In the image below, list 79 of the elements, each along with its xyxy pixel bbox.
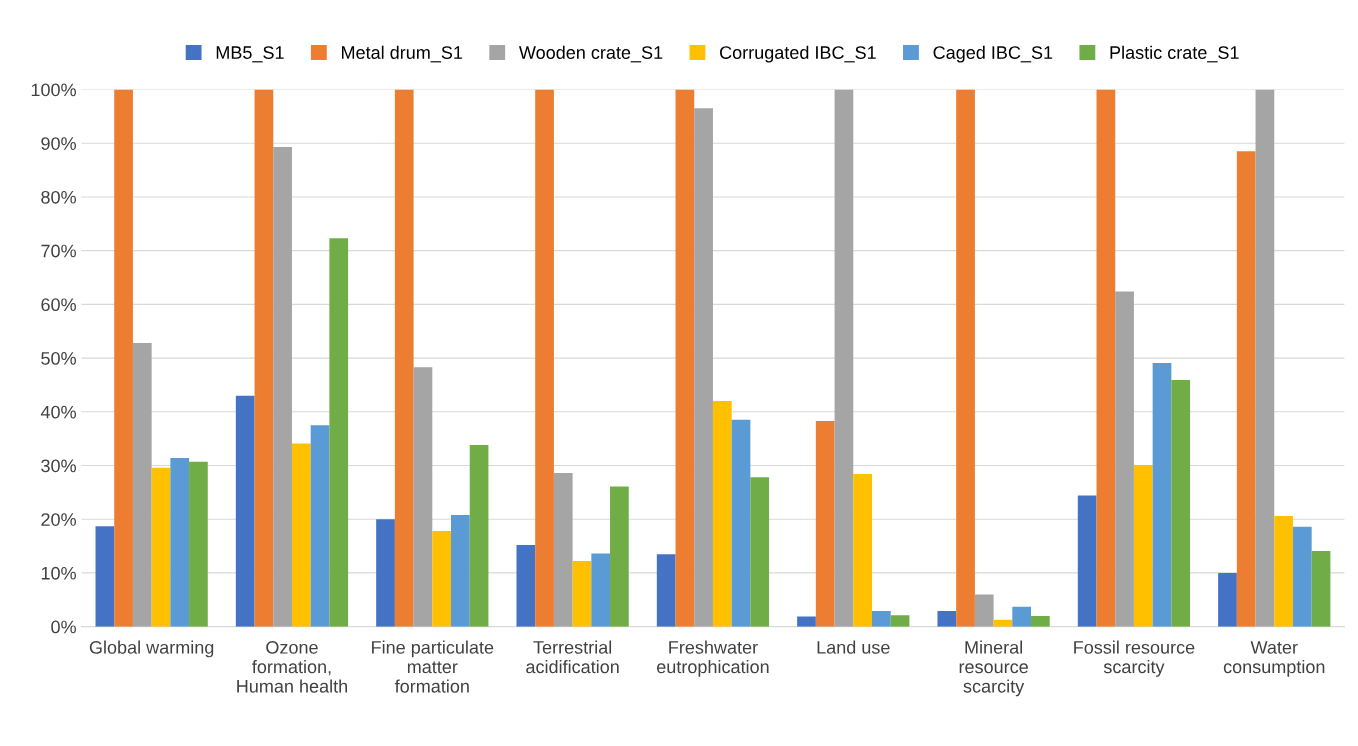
bar bbox=[1096, 89, 1116, 627]
legend-label: Corrugated IBC_S1 bbox=[720, 45, 876, 63]
bar bbox=[656, 554, 676, 627]
bar bbox=[469, 445, 489, 627]
bar bbox=[1077, 495, 1097, 627]
bar bbox=[170, 457, 190, 627]
x-tick-label: Fossil resource scarcity bbox=[1074, 640, 1195, 677]
bar bbox=[834, 89, 854, 627]
y-tick-label: 0% bbox=[51, 620, 76, 634]
bar bbox=[937, 611, 957, 627]
bar bbox=[310, 425, 330, 627]
y-tick-label: 60% bbox=[41, 298, 76, 312]
bar bbox=[376, 519, 395, 627]
y-tick-label: 30% bbox=[41, 459, 76, 473]
legend-label: Metal drum_S1 bbox=[342, 45, 463, 63]
bar bbox=[535, 89, 554, 627]
bar bbox=[254, 89, 274, 627]
bar bbox=[675, 89, 695, 627]
y-tick-label: 50% bbox=[41, 352, 76, 365]
y-tick-label: 40% bbox=[40, 405, 76, 419]
bar bbox=[750, 477, 770, 627]
bar bbox=[1236, 151, 1256, 627]
bar bbox=[1274, 515, 1293, 627]
bar bbox=[1133, 464, 1153, 627]
y-tick-label: 90% bbox=[41, 137, 76, 150]
bar bbox=[291, 443, 311, 627]
bar bbox=[1311, 550, 1331, 627]
bar bbox=[553, 473, 573, 627]
y-tick-label: 10% bbox=[41, 566, 76, 580]
x-tick-label: Land use bbox=[817, 640, 890, 654]
bar bbox=[95, 526, 115, 627]
bar bbox=[712, 401, 732, 627]
bar bbox=[853, 474, 872, 627]
bar bbox=[1031, 615, 1050, 627]
legend-label: Plastic crate_S1 bbox=[1110, 45, 1239, 63]
bar bbox=[516, 545, 536, 627]
x-tick-label: Fine particulate matter formation bbox=[372, 640, 494, 693]
bar bbox=[974, 594, 994, 627]
bar bbox=[1152, 362, 1172, 627]
bar bbox=[394, 89, 414, 627]
bar bbox=[591, 553, 611, 627]
y-tick-label: 80% bbox=[41, 190, 76, 204]
bar bbox=[871, 611, 891, 627]
bar bbox=[235, 395, 255, 627]
bar bbox=[1115, 291, 1134, 627]
bar bbox=[451, 514, 470, 627]
bar bbox=[890, 615, 910, 627]
bar bbox=[610, 486, 629, 627]
y-tick-label: 100% bbox=[31, 83, 76, 97]
bar bbox=[815, 420, 835, 627]
bar bbox=[413, 367, 433, 627]
x-tick-label: Water consumption bbox=[1223, 641, 1325, 677]
bar bbox=[151, 467, 171, 627]
x-tick-label: Terrestrial acidification bbox=[526, 640, 619, 674]
legend-label: Wooden crate_S1 bbox=[518, 45, 663, 63]
bar bbox=[572, 561, 592, 627]
bar bbox=[1292, 526, 1312, 627]
bar bbox=[114, 89, 133, 627]
x-tick-label: Ozone formation, Human health bbox=[237, 641, 348, 693]
bar bbox=[1171, 380, 1191, 627]
y-tick-label: 20% bbox=[41, 513, 76, 526]
bar bbox=[189, 461, 208, 627]
bar bbox=[132, 343, 152, 627]
legend-label: MB5_S1 bbox=[216, 46, 284, 63]
bar bbox=[273, 146, 292, 627]
bar bbox=[1218, 572, 1237, 627]
y-tick-label: 70% bbox=[41, 244, 76, 258]
bar bbox=[1255, 89, 1275, 627]
bar bbox=[1012, 606, 1032, 627]
bar bbox=[797, 616, 816, 627]
bar bbox=[329, 238, 349, 627]
x-tick-label: Freshwater eutrophication bbox=[657, 640, 769, 677]
bar bbox=[694, 108, 713, 627]
bar bbox=[956, 89, 975, 627]
legend-label: Caged IBC_S1 bbox=[933, 45, 1053, 63]
x-tick-label: Global warming bbox=[89, 640, 214, 658]
bar bbox=[731, 419, 751, 627]
bar bbox=[432, 531, 452, 627]
x-tick-label: Mineral resource scarcity bbox=[959, 640, 1028, 697]
